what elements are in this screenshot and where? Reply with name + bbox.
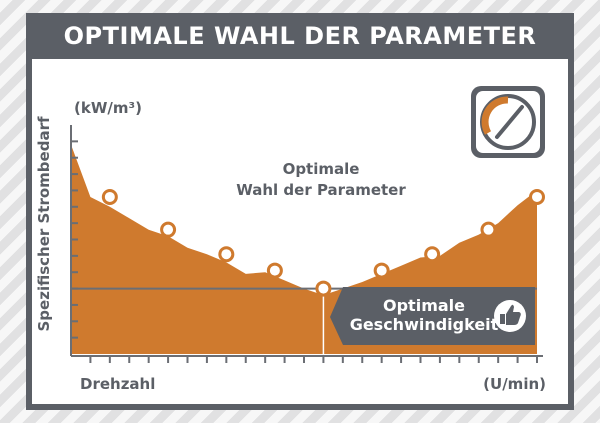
data-point <box>315 280 332 297</box>
page-title: OPTIMALE WAHL DER PARAMETER <box>26 13 574 59</box>
x-axis-label: Drehzahl <box>80 375 155 393</box>
data-point <box>218 246 235 263</box>
optimum-label-box <box>330 287 535 345</box>
data-point <box>373 262 390 279</box>
data-point <box>529 188 545 205</box>
y-axis-label: Spezifischer Strombedarf <box>35 116 53 331</box>
annotation-line-1: Optimale <box>283 160 360 178</box>
data-point <box>160 221 177 238</box>
optimum-label-line-2: Geschwindigkeit <box>350 315 499 334</box>
annotation-line-2: Wahl der Parameter <box>236 181 406 199</box>
data-point <box>101 188 118 205</box>
speedometer-icon <box>471 86 545 158</box>
data-point <box>266 262 283 279</box>
y-axis-unit: (kW/m³) <box>74 99 142 117</box>
speedometer-face <box>476 91 540 153</box>
data-point <box>480 221 497 238</box>
x-axis-unit: (U/min) <box>483 375 546 393</box>
thumbs-up-icon <box>494 300 526 332</box>
data-point <box>424 246 441 263</box>
frame-bottom-border <box>26 404 574 410</box>
optimum-label-line-1: Optimale <box>383 296 465 315</box>
speedometer-dial <box>480 94 536 150</box>
